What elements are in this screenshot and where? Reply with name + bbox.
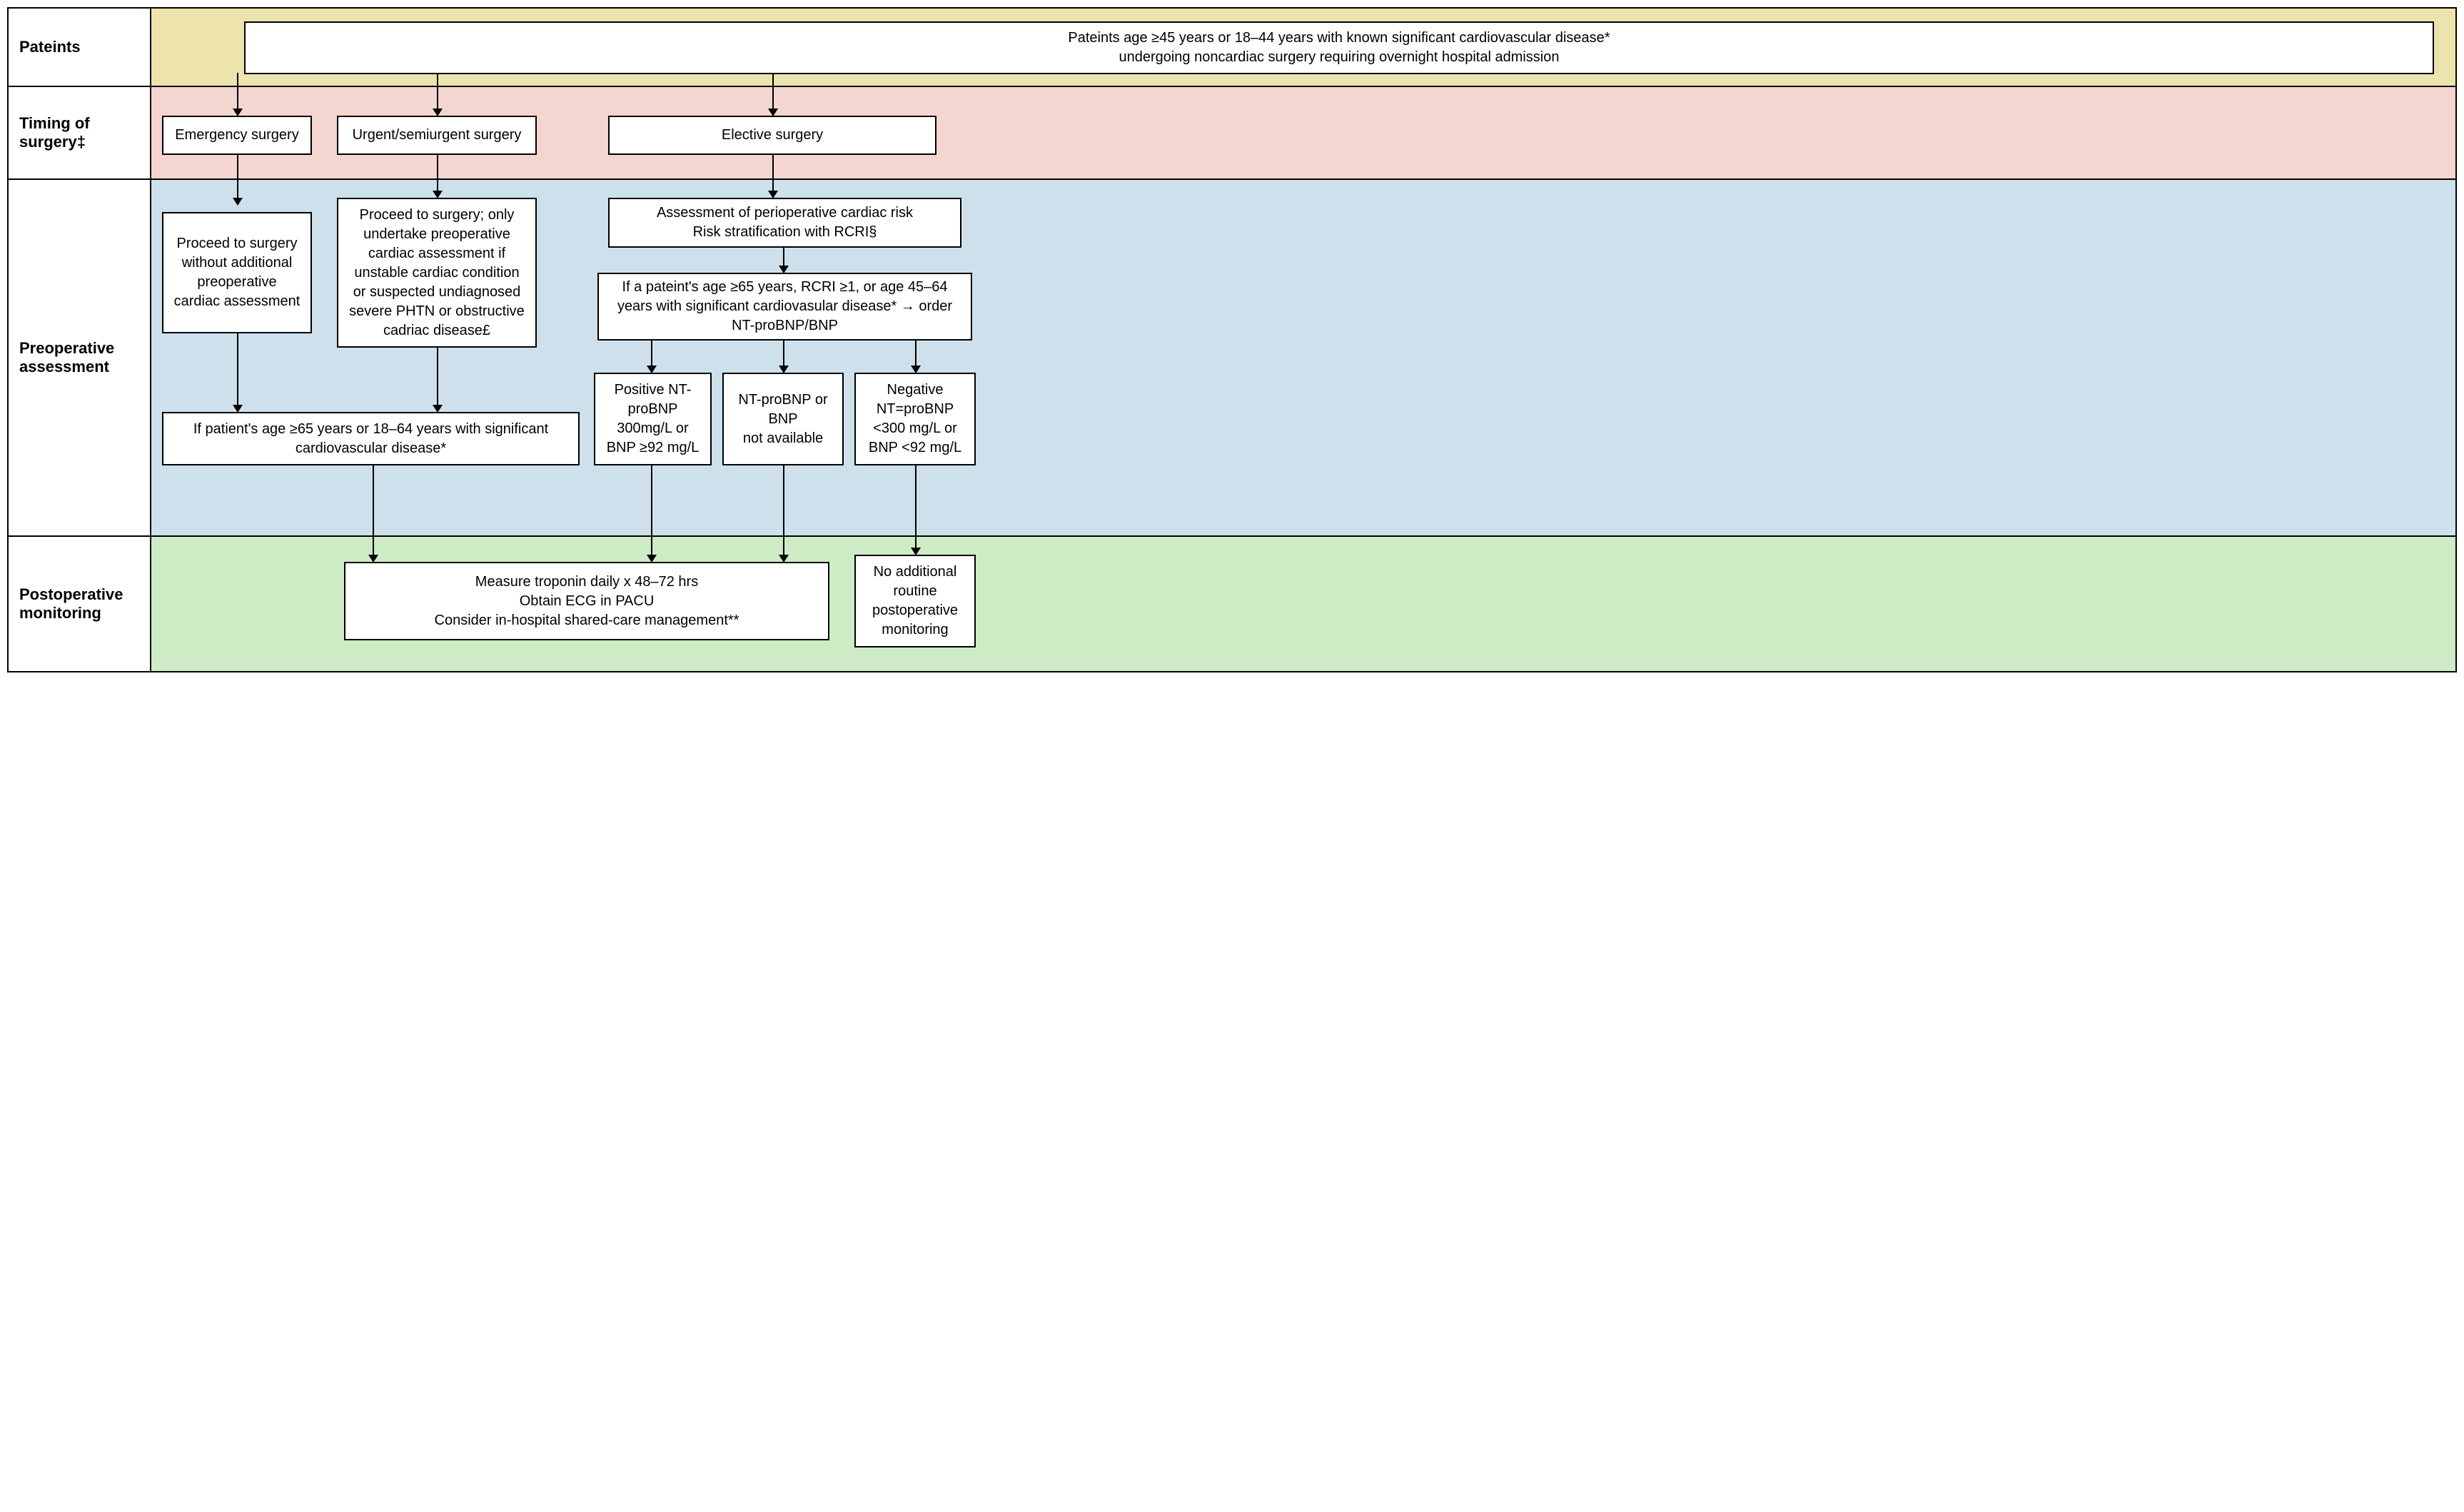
box-urgent-preop: Proceed to surgery; only undertake preop… — [337, 198, 537, 348]
box-emergency-preop: Proceed to surgery without additional pr… — [162, 212, 312, 333]
arrow-icon — [237, 73, 238, 109]
arrow-icon — [915, 537, 917, 548]
arrow-icon — [772, 155, 774, 191]
content-preop: Proceed to surgery without additional pr… — [151, 180, 2455, 535]
label-text: Pateints — [19, 38, 81, 56]
flowchart-diagram: Pateints Pateints age ≥45 years or 18–44… — [7, 7, 2457, 672]
row-label-timing: Timing of surgery‡ — [9, 87, 151, 178]
arrow-icon — [373, 537, 374, 555]
arrow-icon — [437, 155, 438, 191]
row-label-preop: Preoperative assessment — [9, 180, 151, 535]
box-bnp-unavailable: NT-proBNP or BNP not available — [722, 373, 844, 465]
box-elective-assess: Assessment of perioperative cardiac risk… — [608, 198, 961, 248]
arrow-icon — [237, 333, 238, 405]
arrow-icon — [237, 155, 238, 198]
arrow-icon — [437, 348, 438, 405]
row-timing: Timing of surgery‡ Emergency surgery Urg… — [9, 87, 2455, 180]
label-text: Postoperative monitoring — [19, 585, 139, 623]
content-patients: Pateints age ≥45 years or 18–44 years wi… — [151, 9, 2455, 86]
box-bnp-positive: Positive NT-proBNP 300mg/L or BNP ≥92 mg… — [594, 373, 712, 465]
arrow-icon — [651, 537, 652, 555]
box-bnp-negative: Negative NT=proBNP <300 mg/L or BNP <92 … — [854, 373, 976, 465]
arrow-icon — [783, 341, 784, 366]
row-preop: Preoperative assessment Proceed to surge… — [9, 180, 2455, 537]
box-emergency: Emergency surgery — [162, 116, 312, 155]
box-elective: Elective surgery — [608, 116, 936, 155]
arrow-icon — [783, 537, 784, 555]
arrow-icon — [373, 465, 374, 537]
arrow-icon — [651, 465, 652, 537]
box-postop-none: No additional routine postoperative moni… — [854, 555, 976, 647]
arrow-icon — [651, 341, 652, 366]
label-text: Preoperative assessment — [19, 339, 139, 376]
box-left-criteria: If patient's age ≥65 years or 18–64 year… — [162, 412, 580, 465]
row-postop: Postoperative monitoring Measure troponi… — [9, 537, 2455, 672]
arrow-icon — [915, 465, 917, 537]
content-postop: Measure troponin daily x 48–72 hrs Obtai… — [151, 537, 2455, 671]
label-text: Timing of surgery‡ — [19, 114, 139, 151]
row-patients: Pateints Pateints age ≥45 years or 18–44… — [9, 9, 2455, 87]
box-patients-main: Pateints age ≥45 years or 18–44 years wi… — [244, 21, 2434, 74]
box-elective-criteria: If a pateint's age ≥65 years, RCRI ≥1, o… — [597, 273, 972, 341]
content-timing: Emergency surgery Urgent/semiurgent surg… — [151, 87, 2455, 178]
box-postop-measure: Measure troponin daily x 48–72 hrs Obtai… — [344, 562, 829, 640]
arrowhead-icon — [233, 198, 243, 206]
arrow-icon — [783, 465, 784, 537]
arrow-icon — [915, 341, 917, 366]
arrow-icon — [437, 73, 438, 109]
arrow-icon — [772, 73, 774, 109]
row-label-patients: Pateints — [9, 9, 151, 86]
arrow-icon — [783, 248, 784, 266]
box-urgent: Urgent/semiurgent surgery — [337, 116, 537, 155]
row-label-postop: Postoperative monitoring — [9, 537, 151, 671]
